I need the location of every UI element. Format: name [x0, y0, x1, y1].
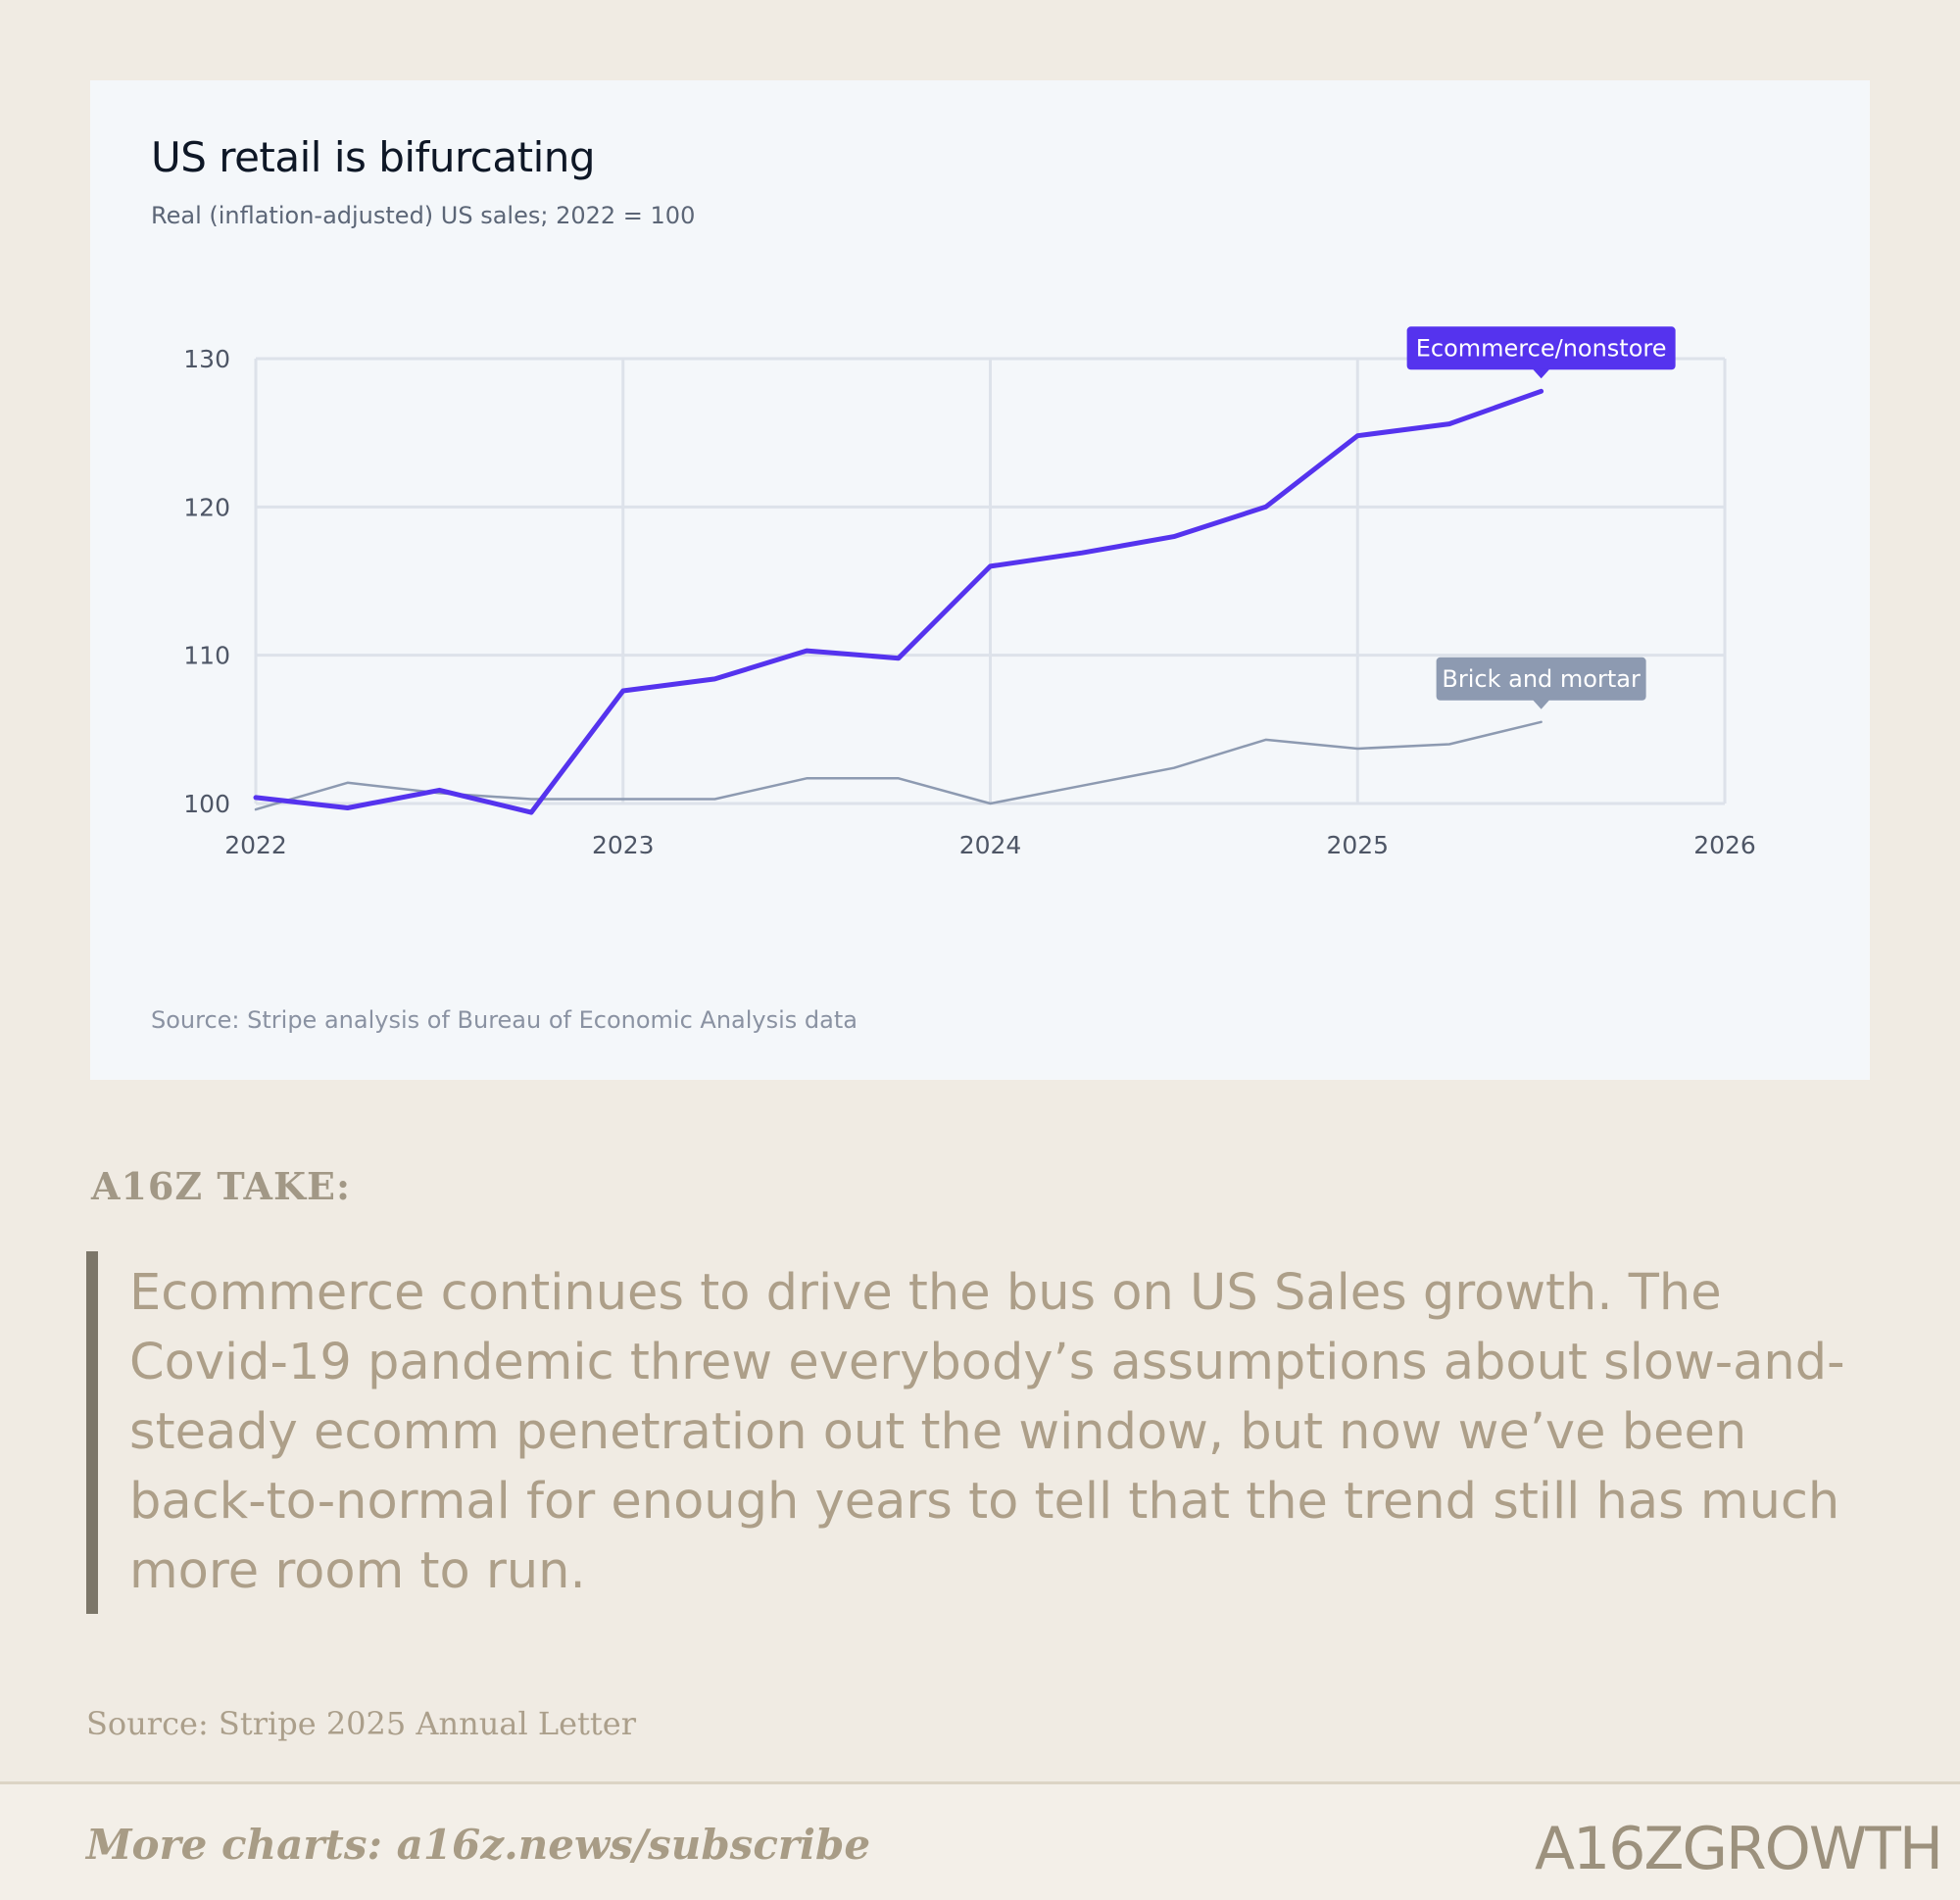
- series-lines: [253, 388, 1544, 815]
- footer-divider: [0, 1781, 1960, 1784]
- x-tick-label: 2024: [959, 831, 1022, 859]
- chart-card: [90, 80, 1870, 1080]
- line-chart: 100 110 120 130 2022 2023 2024 2025 2026 Ecommer…: [183, 326, 1756, 859]
- grid: [254, 357, 1727, 805]
- label-pointer: [1532, 699, 1550, 709]
- x-tick-label: 2023: [592, 831, 655, 859]
- brick-and-mortar-label: Brick and mortar: [1436, 657, 1646, 709]
- ecommerce-label: Ecommerce/nonstore: [1406, 326, 1676, 379]
- chart-source: Source: Stripe analysis of Bureau of Eco…: [151, 1006, 858, 1034]
- x-tick-label: 2026: [1693, 831, 1756, 859]
- footer: [0, 1784, 1960, 1900]
- label-box: [1436, 657, 1646, 701]
- ecommerce-line: [253, 388, 1544, 815]
- series-labels: Ecommerce/nonstore Brick and mortar: [1406, 326, 1676, 709]
- label-box: [1406, 326, 1676, 370]
- letter-source: Source: Stripe 2025 Annual Letter: [86, 1705, 636, 1742]
- take-label: A16Z TAKE:: [91, 1164, 352, 1208]
- subscribe-link[interactable]: More charts: a16z.news/subscribe: [86, 1821, 871, 1869]
- chart-title: US retail is bifurcating: [151, 133, 596, 181]
- x-tick-label: 2025: [1326, 831, 1389, 859]
- quote-bar: [86, 1251, 98, 1614]
- label-pointer: [1532, 368, 1550, 379]
- y-tick-label: 110: [183, 642, 230, 670]
- label-text: Ecommerce/nonstore: [1416, 334, 1667, 362]
- label-text: Brick and mortar: [1442, 665, 1641, 693]
- a16z-growth-logo: A16ZGROWTH: [1535, 1815, 1943, 1883]
- take-quote: Ecommerce continues to drive the bus on …: [129, 1264, 1845, 1600]
- y-tick-label: 120: [183, 493, 230, 521]
- x-tick-label: 2022: [224, 831, 287, 859]
- brick-and-mortar-line: [254, 720, 1543, 811]
- chart-subtitle: Real (inflation-adjusted) US sales; 2022…: [151, 202, 696, 229]
- y-tick-label: 100: [183, 790, 230, 818]
- axis-ticks: 100 110 120 130 2022 2023 2024 2025 2026: [183, 345, 1756, 859]
- y-tick-label: 130: [183, 345, 230, 373]
